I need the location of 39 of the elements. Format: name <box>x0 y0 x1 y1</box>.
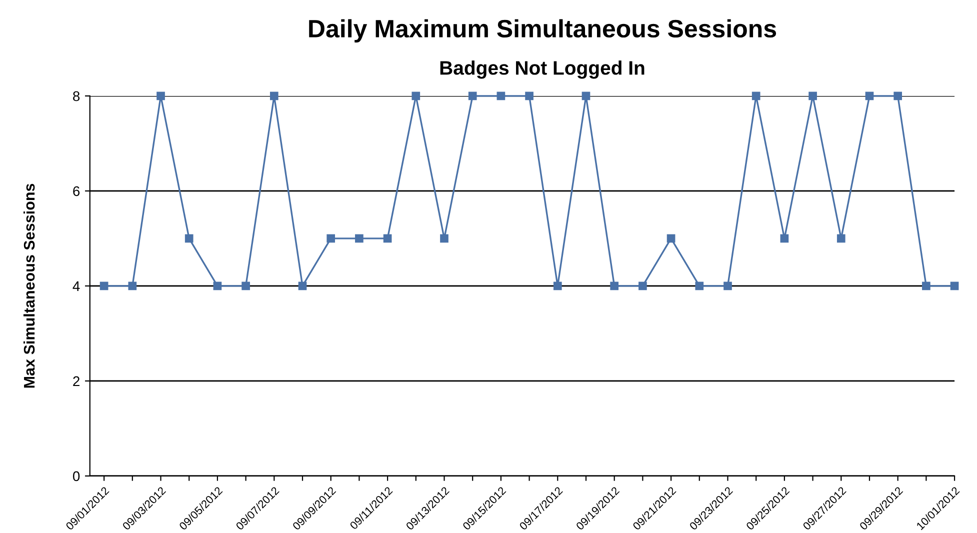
point <box>156 92 165 100</box>
y-tick-label: 2 <box>73 376 80 386</box>
point <box>666 234 676 243</box>
point <box>440 234 448 243</box>
y-tick-label: 4 <box>72 281 80 291</box>
chart-title: Daily Maximum Simultaneous Sessions <box>309 19 776 42</box>
y-tick-label: 0 <box>72 471 80 482</box>
point <box>496 92 506 100</box>
point <box>468 92 477 100</box>
point <box>128 282 137 290</box>
point <box>836 234 846 243</box>
point <box>724 282 732 290</box>
point <box>525 92 534 100</box>
point <box>610 282 619 290</box>
y-tick-label: 6 <box>73 186 80 196</box>
point <box>242 282 250 290</box>
point <box>553 282 562 290</box>
point <box>894 92 902 100</box>
point <box>326 234 336 243</box>
point <box>865 92 874 100</box>
point <box>100 282 108 290</box>
point <box>752 92 760 100</box>
point <box>213 282 222 290</box>
point <box>270 92 278 100</box>
point <box>808 92 817 100</box>
y-tick-label: 8 <box>73 91 80 102</box>
point <box>780 234 789 243</box>
point <box>412 92 420 100</box>
chart-subtitle: Badges Not Logged In <box>440 60 644 79</box>
point <box>638 282 647 290</box>
point <box>950 282 959 290</box>
point <box>922 282 930 290</box>
point <box>582 92 590 100</box>
point <box>298 282 307 290</box>
point <box>383 234 392 243</box>
point <box>695 282 704 290</box>
y-axis-title: Max Simultaneous Sessions <box>23 184 35 388</box>
point <box>184 234 194 243</box>
point <box>355 234 364 243</box>
